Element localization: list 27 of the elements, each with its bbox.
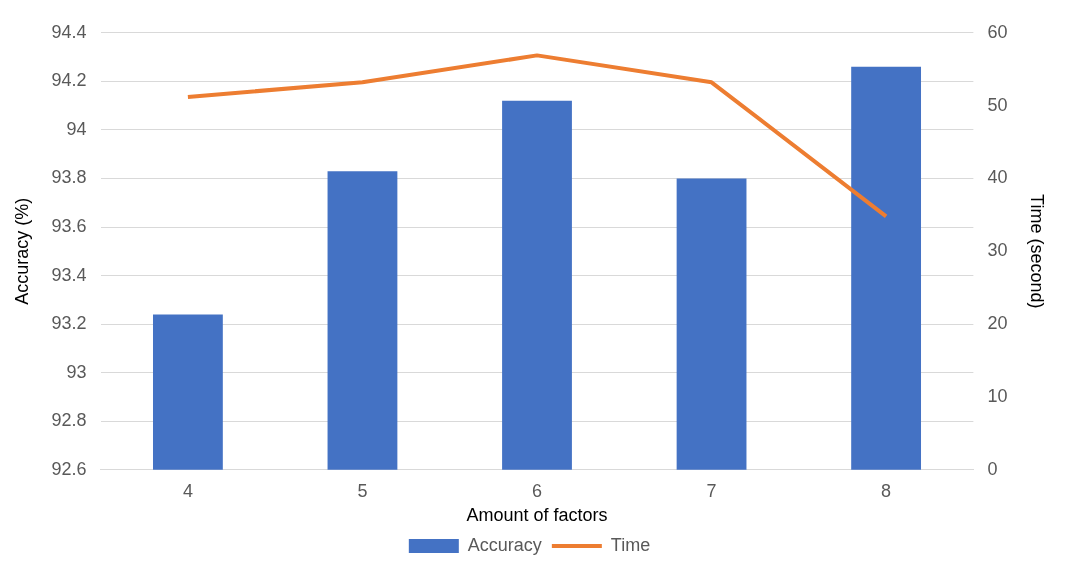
y2-tick-label: 10 (987, 385, 1008, 406)
x-tick-label: 4 (182, 480, 193, 501)
y-tick-label: 93.2 (51, 313, 87, 334)
y-tick-label: 94.2 (51, 70, 87, 91)
legend-label: Time (610, 534, 651, 555)
y-tick-label: 92.6 (51, 458, 87, 479)
y2-tick-label: 40 (987, 167, 1008, 188)
y2-tick-label: 0 (987, 458, 998, 479)
y-axis-title: Accuracy (%) (11, 197, 32, 305)
legend-label: Accuracy (467, 534, 542, 555)
y2-tick-label: 30 (987, 240, 1008, 261)
x-tick-label: 5 (357, 480, 368, 501)
y-tick-label: 93.4 (51, 264, 87, 285)
y2-tick-label: 20 (987, 313, 1008, 334)
y-tick-label: 92.8 (51, 410, 87, 431)
y2-tick-label: 60 (987, 21, 1008, 42)
y2-tick-label: 50 (987, 94, 1008, 115)
y-tick-label: 93.6 (51, 215, 87, 236)
x-tick-label: 8 (881, 480, 892, 501)
x-axis-title: Amount of factors (466, 505, 608, 526)
y-tick-label: 94 (66, 118, 87, 139)
x-tick-label: 7 (706, 480, 717, 501)
y-tick-label: 93.8 (51, 167, 87, 188)
y-tick-label: 93 (66, 361, 87, 382)
y2-axis-title: Time (second) (1027, 194, 1048, 309)
x-tick-label: 6 (532, 480, 543, 501)
y-tick-label: 94.4 (51, 21, 87, 42)
